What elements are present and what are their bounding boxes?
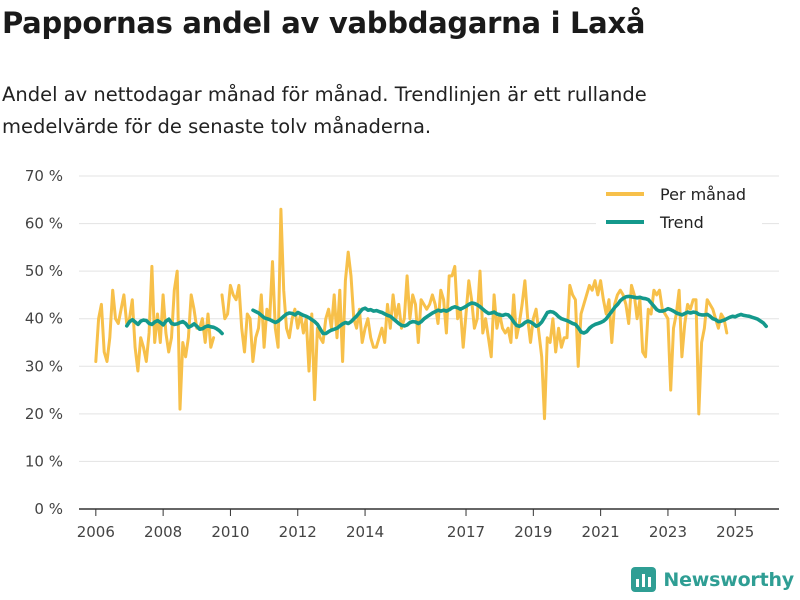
- series-line-per-manad: [220, 207, 729, 421]
- y-tick-label: 0 %: [34, 500, 63, 518]
- x-axis: 2006 2008 2010 2012 2014 2017 2019 2021 2023 2025: [77, 509, 754, 541]
- y-tick-label: 10 %: [25, 452, 63, 470]
- x-tick-label: 2023: [649, 523, 687, 541]
- x-tick-label: 2021: [582, 523, 620, 541]
- series-group: [94, 207, 769, 421]
- y-axis: 0 % 10 % 20 % 30 % 40 % 50 % 60 % 70 %: [25, 167, 63, 518]
- x-tick-label: 2019: [514, 523, 552, 541]
- y-tick-label: 60 %: [25, 215, 63, 233]
- legend: Per månad Trend: [596, 183, 762, 239]
- y-tick-label: 20 %: [25, 405, 63, 423]
- y-tick-label: 50 %: [25, 262, 63, 280]
- brand-logo: Newsworthy: [631, 567, 794, 592]
- series-line-trend: [125, 317, 224, 336]
- newsworthy-logo-icon: [631, 567, 657, 592]
- page-title: Pappornas andel av vabbdagarna i Laxå: [2, 6, 646, 40]
- legend-label-trend: Trend: [659, 213, 704, 232]
- y-tick-label: 40 %: [25, 310, 63, 328]
- series-line-trend: [251, 294, 769, 336]
- x-tick-label: 2012: [279, 523, 317, 541]
- x-tick-label: 2008: [144, 523, 182, 541]
- x-tick-label: 2010: [211, 523, 249, 541]
- x-tick-label: 2014: [346, 523, 384, 541]
- brand-name: Newsworthy: [663, 568, 794, 591]
- x-tick-label: 2025: [716, 523, 754, 541]
- series-line-per-manad: [94, 264, 216, 411]
- y-tick-label: 30 %: [25, 357, 63, 375]
- x-tick-label: 2017: [447, 523, 485, 541]
- y-tick-label: 70 %: [25, 167, 63, 185]
- x-tick-label: 2006: [77, 523, 115, 541]
- legend-label-per-manad: Per månad: [660, 185, 746, 204]
- chart-subtitle: Andel av nettodagar månad för månad. Tre…: [2, 83, 647, 138]
